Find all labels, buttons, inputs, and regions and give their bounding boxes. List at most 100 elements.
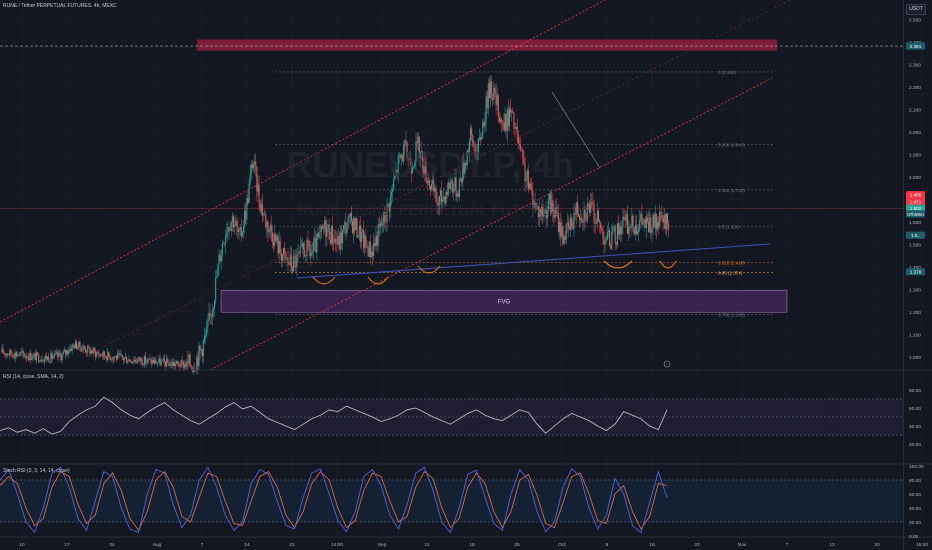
candle-body [351,221,354,233]
candle-body [229,229,231,232]
candle-body [382,224,384,226]
price-axis-badge-label: 2.381 [910,44,922,49]
candle-body [113,357,115,358]
candle-body [324,220,326,230]
candle-body [285,252,287,259]
candle-body [92,348,94,354]
candle-body [505,113,507,131]
candle-body [446,191,448,195]
time-tick-label: Sep [378,542,387,548]
candle-body [536,205,538,207]
candle-body [11,354,13,355]
candle-body [419,151,421,158]
fvg-zone [220,290,788,313]
rsi-tick-label: 60.00 [909,406,921,412]
price-axis-badge [906,197,925,206]
candle-body [502,122,504,123]
candle-body [226,232,228,236]
candle-body [83,346,85,349]
time-tick-label: 10 [19,542,25,548]
candle-body [407,158,409,160]
candle-body [2,348,4,354]
supply-zone [197,39,777,51]
candle-body [294,256,296,258]
candle-body [181,360,183,362]
candle-body [57,352,59,357]
candle-body [235,221,237,226]
candle-body [89,347,91,354]
candle-body [22,351,24,354]
candle-body [310,252,312,256]
candle-body [82,346,84,350]
price-tick-label: 2.200 [909,85,921,91]
candle-body [388,203,390,212]
candle-body [314,237,316,242]
candle-body [63,350,65,352]
candle-body [404,140,406,145]
candle-body [666,213,669,224]
candle-body [474,145,476,155]
candle-body [62,351,64,355]
candle-body [166,358,168,367]
candle-body [99,354,101,356]
candle-body [7,353,9,355]
candle-body [653,215,655,228]
candle-body [577,214,580,216]
candle-body [587,203,590,205]
candle-body [629,227,631,228]
candle-body [447,182,449,195]
candle-body [304,249,306,257]
candle-body [600,222,602,229]
candle-body [240,227,242,237]
candle-body [360,232,363,243]
currency-badge[interactable]: USDT [906,4,926,15]
candle-body [383,212,385,225]
time-tick-label: 11 [425,542,430,548]
candle-body [485,96,487,121]
candle-body [434,187,436,192]
candle-body [318,232,320,237]
candle-body [60,355,62,361]
candle-body [250,164,252,174]
candle-body [373,242,375,257]
candle-body [595,222,597,224]
candle-body [394,176,396,180]
candle-body [145,356,147,363]
candle-body [478,137,480,139]
candle-body [390,192,393,197]
candle-body [21,351,23,353]
candle-body [172,362,174,367]
candle-body [514,128,516,130]
stoch-tick-label: 40.00 [909,506,921,512]
candle-body [50,352,52,363]
candle-body [24,356,26,358]
candle-body [508,108,511,127]
candle-body [268,229,270,233]
candle-body [237,226,239,233]
candle-body [5,353,8,356]
candle-body [354,218,356,231]
price-tick-label: 1.000 [909,355,921,361]
candle-body [566,222,568,224]
candle-body [121,354,123,358]
candle-body [234,225,236,227]
candle-body [348,216,350,219]
candle-body [156,362,158,364]
time-tick-label: 20 [874,542,880,548]
candle-body [300,246,302,248]
candle-body [39,361,41,363]
candle-body [453,187,455,193]
candle-body [496,95,498,106]
candle-body [516,126,518,135]
candle-body [120,354,122,356]
candle-body [260,204,262,212]
stoch-tick-label: 100.00 [909,464,924,470]
pattern-arc [659,260,677,269]
price-tick-label: 1.300 [909,287,921,293]
candle-body [284,247,286,253]
candle-body [280,253,282,261]
candle-body [19,352,21,356]
candle-body [90,350,92,354]
candle-body [224,243,226,245]
